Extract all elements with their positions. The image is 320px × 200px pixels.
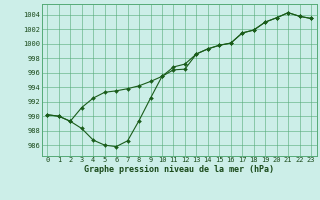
X-axis label: Graphe pression niveau de la mer (hPa): Graphe pression niveau de la mer (hPa) xyxy=(84,165,274,174)
